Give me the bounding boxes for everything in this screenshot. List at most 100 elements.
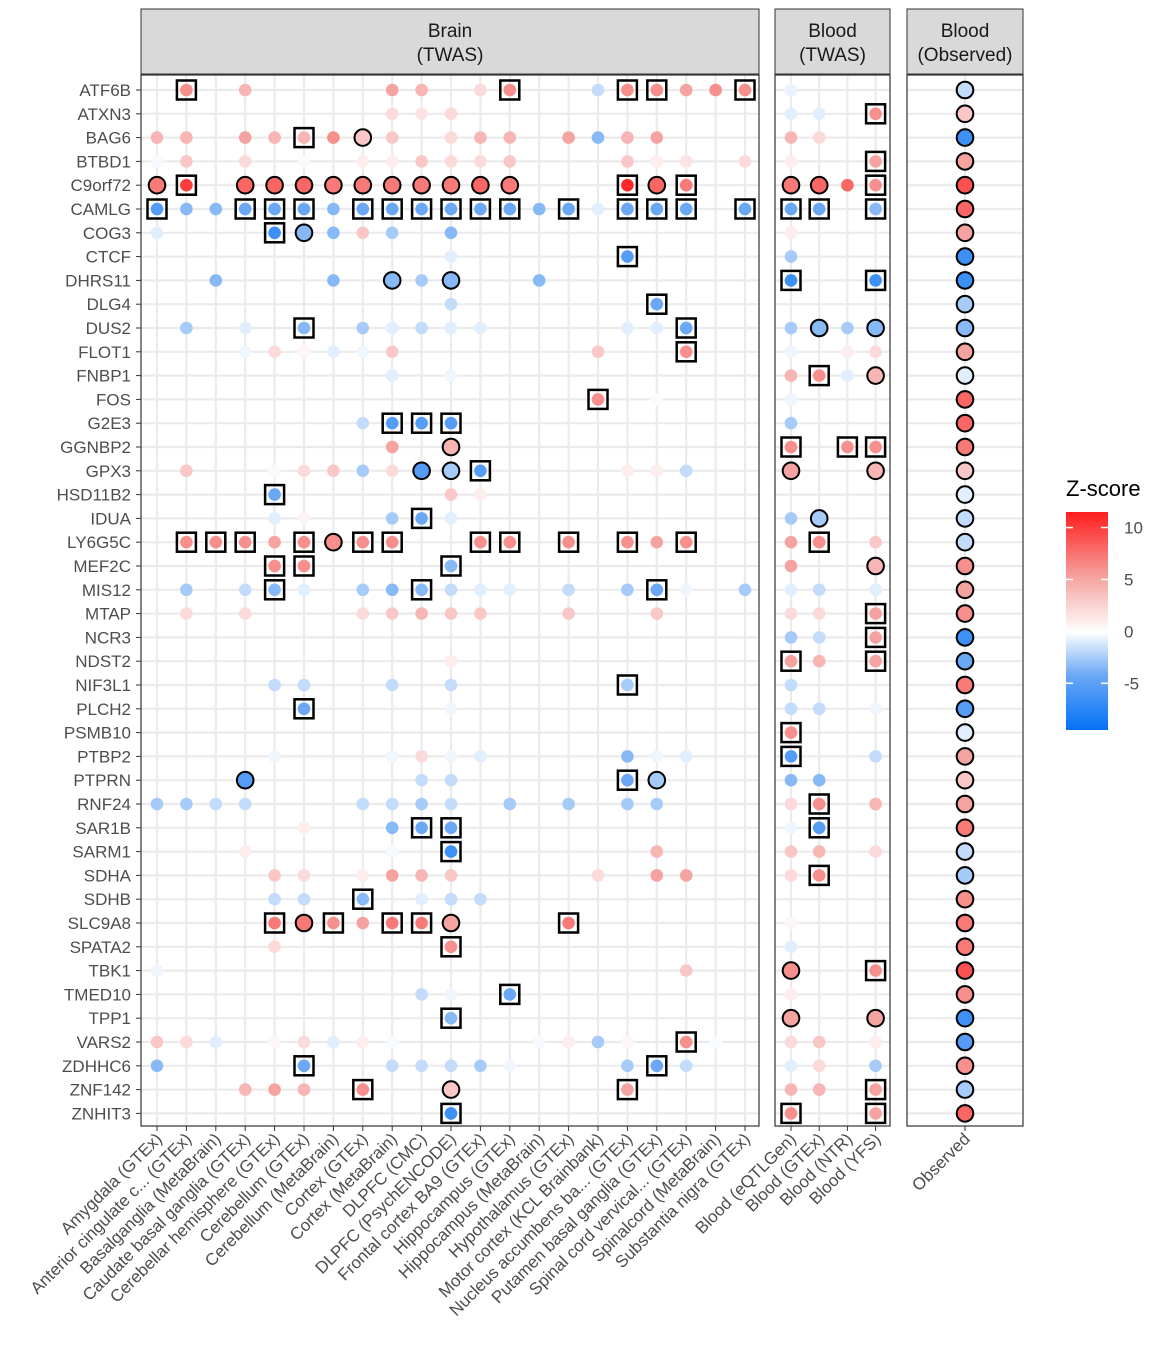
y-tick-label: PSMB10 xyxy=(64,724,131,743)
data-point xyxy=(866,1008,885,1028)
significance-square xyxy=(381,412,403,434)
data-point xyxy=(415,892,428,906)
data-point xyxy=(297,559,311,573)
significance-square xyxy=(234,531,256,553)
data-point xyxy=(180,131,193,144)
data-point xyxy=(955,532,975,552)
data-point xyxy=(385,155,399,168)
data-point xyxy=(784,845,798,858)
y-tick-label: TBK1 xyxy=(88,962,131,981)
significance-square xyxy=(646,293,668,315)
significance-square xyxy=(808,817,830,839)
y-tick-label: MIS12 xyxy=(82,581,131,600)
legend-tick-label: 5 xyxy=(1124,570,1133,589)
significance-square xyxy=(499,198,521,220)
data-point xyxy=(679,750,693,763)
data-point xyxy=(297,535,311,549)
y-tick-label: FLOT1 xyxy=(78,343,131,362)
data-point xyxy=(238,83,252,97)
data-point xyxy=(444,583,458,597)
data-point xyxy=(474,750,487,763)
significance-square xyxy=(780,650,802,672)
data-point xyxy=(562,535,575,549)
significance-square xyxy=(646,1055,668,1077)
data-point xyxy=(784,1107,798,1120)
significance-square xyxy=(410,198,433,220)
data-point xyxy=(238,202,252,216)
data-point xyxy=(562,1035,575,1049)
significance-square xyxy=(864,269,887,292)
data-point xyxy=(869,845,882,858)
data-point xyxy=(441,175,461,195)
data-point xyxy=(356,892,370,906)
data-point xyxy=(621,131,634,144)
significance-square xyxy=(646,79,668,101)
significance-square xyxy=(146,198,168,220)
data-point xyxy=(781,961,801,980)
y-tick-label: GGNBP2 xyxy=(60,438,131,457)
data-point xyxy=(268,131,281,144)
data-point xyxy=(415,797,428,811)
data-point xyxy=(412,175,431,195)
data-point xyxy=(784,202,798,216)
data-point xyxy=(327,1035,340,1049)
significance-square xyxy=(440,1102,462,1125)
data-point xyxy=(297,202,311,216)
data-point xyxy=(444,512,458,525)
data-point xyxy=(238,845,252,858)
data-point xyxy=(356,321,370,335)
data-point xyxy=(444,821,458,835)
data-point xyxy=(356,1035,370,1049)
data-point xyxy=(812,702,826,716)
data-point xyxy=(869,1083,882,1096)
significance-square xyxy=(410,817,433,839)
data-point xyxy=(784,440,798,454)
data-point xyxy=(955,80,975,100)
data-point xyxy=(650,583,664,597)
data-point xyxy=(297,1083,311,1096)
data-point xyxy=(327,274,340,287)
data-point xyxy=(474,535,487,549)
data-point xyxy=(955,1056,975,1076)
data-point xyxy=(415,869,428,882)
significance-square xyxy=(499,79,521,101)
significance-square xyxy=(175,174,198,196)
data-point xyxy=(444,416,458,430)
data-point xyxy=(150,1059,164,1073)
significance-square xyxy=(469,531,492,553)
data-point xyxy=(784,155,798,168)
significance-square xyxy=(234,198,256,220)
data-point xyxy=(385,607,399,620)
data-point xyxy=(382,271,402,290)
data-point xyxy=(784,131,798,144)
data-point xyxy=(415,607,428,620)
data-point xyxy=(238,155,252,168)
data-point xyxy=(503,83,517,97)
data-point xyxy=(812,869,826,882)
y-tick-label: NIF3L1 xyxy=(75,676,131,695)
panel-border xyxy=(774,74,891,1127)
data-point xyxy=(955,675,975,695)
facet-panel-2: Blood (TWAS) xyxy=(774,8,891,1127)
legend-ticks: 10 5 0 -5 xyxy=(1066,519,1143,693)
significance-square xyxy=(352,198,374,220)
data-point xyxy=(474,607,487,620)
y-tick-label: SARM1 xyxy=(72,843,131,862)
data-point xyxy=(591,393,605,406)
significance-square xyxy=(440,840,462,863)
data-point xyxy=(955,1008,975,1028)
data-point xyxy=(812,1083,826,1096)
data-point xyxy=(297,1035,311,1049)
data-point xyxy=(150,1035,164,1049)
data-point xyxy=(180,583,193,597)
data-point xyxy=(238,607,252,620)
significance-square xyxy=(557,912,580,934)
data-point xyxy=(180,321,193,335)
significance-square xyxy=(175,531,198,553)
data-point xyxy=(621,750,634,763)
significance-square xyxy=(808,864,830,887)
data-point xyxy=(841,440,854,454)
data-point xyxy=(385,797,399,811)
data-point xyxy=(809,175,829,195)
